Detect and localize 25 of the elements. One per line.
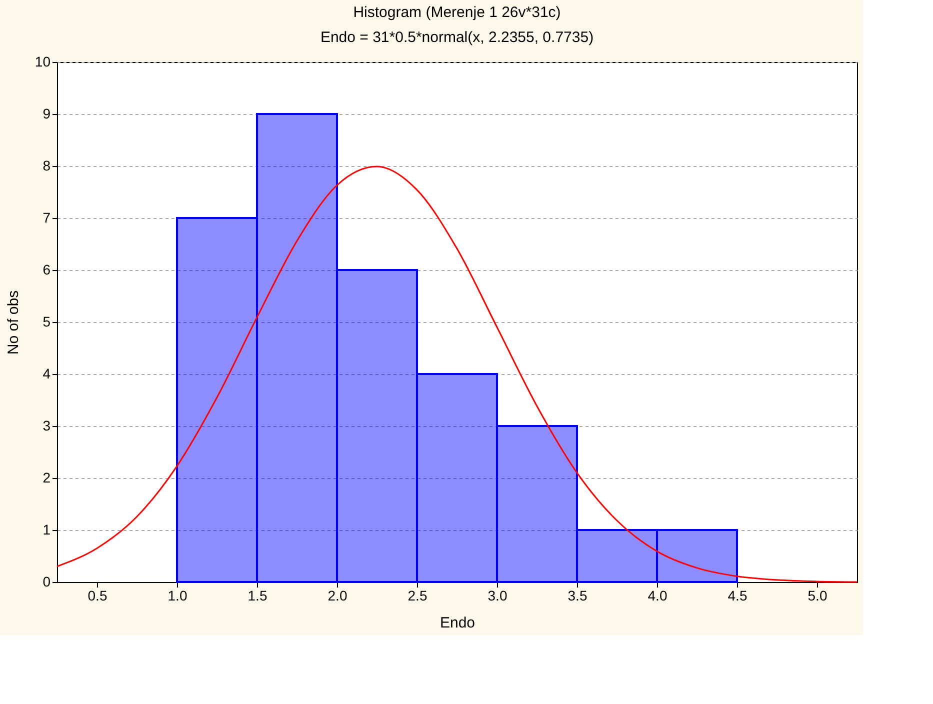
y-tick-label: 9 — [42, 106, 51, 122]
x-tick-label: 1.0 — [168, 588, 188, 604]
y-axis-title: No of obs — [4, 290, 22, 355]
x-tick-label: 3.0 — [488, 588, 508, 604]
x-tick-label: 4.0 — [648, 588, 668, 604]
y-tick-label: 5 — [42, 314, 51, 330]
x-tick-label: 2.0 — [328, 588, 348, 604]
chart-subtitle: Endo = 31*0.5*normal(x, 2.2355, 0.7735) — [320, 29, 594, 46]
x-tick-label: 5.0 — [808, 588, 828, 604]
x-tick-label: 3.5 — [568, 588, 588, 604]
y-tick-label: 3 — [42, 418, 51, 434]
x-tick-label: 2.5 — [408, 588, 428, 604]
x-axis-title: Endo — [440, 614, 476, 632]
y-tick-label: 8 — [42, 158, 51, 174]
x-tick-label: 4.5 — [728, 588, 748, 604]
y-tick-label: 2 — [42, 470, 51, 486]
x-tick-label: 0.5 — [88, 588, 108, 604]
x-tick-label: 1.5 — [248, 588, 268, 604]
chart-title: Histogram (Merenje 1 26v*31c) — [353, 4, 561, 21]
y-tick-label: 10 — [34, 54, 51, 70]
y-tick-label: 1 — [42, 522, 51, 538]
y-tick-label: 7 — [42, 210, 51, 226]
y-tick-label: 6 — [42, 262, 51, 278]
y-tick-label: 0 — [42, 574, 51, 590]
y-tick-label: 4 — [42, 366, 51, 382]
